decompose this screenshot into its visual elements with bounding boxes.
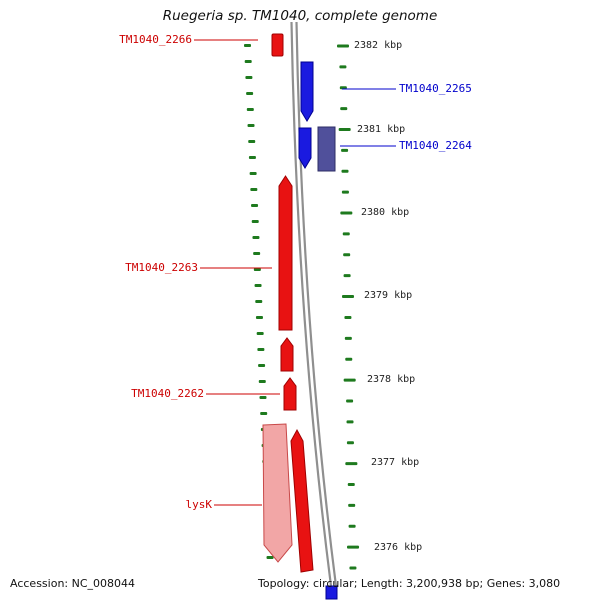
ruler-tick	[346, 441, 354, 445]
gene-red-segment[interactable]	[280, 337, 294, 372]
ruler-tick	[244, 44, 251, 47]
ruler-tick	[347, 545, 360, 549]
ruler-tick	[260, 412, 268, 415]
ruler-tick	[256, 332, 264, 335]
ruler-tick	[255, 316, 263, 319]
ruler-tick	[346, 399, 354, 403]
gene-glyphs	[262, 33, 338, 600]
ruler-tick	[347, 482, 355, 486]
accession-text: Accession: NC_008044	[10, 577, 136, 590]
ruler-tick	[338, 128, 351, 132]
ruler-tick	[340, 211, 353, 215]
gene-label-tm1040-2264[interactable]: TM1040_2264	[399, 139, 472, 152]
ruler-tick	[249, 172, 257, 175]
leader-lines	[194, 39, 396, 506]
gene-label-tm1040-2266[interactable]: TM1040_2266	[119, 33, 192, 46]
ruler-tick	[341, 169, 349, 173]
ruler-tick	[342, 232, 350, 236]
gene-label-tm1040-2262[interactable]: TM1040_2262	[131, 387, 204, 400]
backbone-line-left	[290, 21, 333, 587]
gene-tm1040-2265[interactable]	[300, 61, 314, 122]
ruler-tick	[254, 284, 262, 287]
ruler-label-2380: 2380 kbp	[361, 207, 410, 218]
ruler-label-2379: 2379 kbp	[364, 290, 413, 301]
ruler-tick	[246, 92, 254, 95]
ruler-tick	[344, 315, 352, 319]
backbone-line-right	[295, 21, 338, 587]
ruler-tick	[245, 76, 253, 79]
gene-label-tm1040-2263[interactable]: TM1040_2263	[125, 261, 198, 274]
ruler-ticks	[244, 44, 360, 570]
gene-tm1040-2266[interactable]	[271, 33, 284, 57]
ruler-tick	[343, 378, 356, 382]
ruler-tick	[339, 65, 347, 69]
gene-label-lysk[interactable]: lysK	[185, 498, 213, 511]
ruler-tick	[346, 420, 354, 424]
ruler-tick	[247, 124, 255, 127]
ruler-tick	[253, 252, 261, 255]
ruler-tick	[266, 556, 274, 559]
genome-summary-text: Topology: circular; Length: 3,200,938 bp…	[258, 577, 561, 590]
gene-tm1040-2262[interactable]	[283, 377, 297, 411]
ruler-tick	[250, 188, 258, 191]
ruler-label-2377: 2377 kbp	[371, 457, 420, 468]
ruler-label-2382: 2382 kbp	[354, 40, 403, 51]
ruler-tick	[342, 295, 355, 299]
ruler-tick	[343, 274, 351, 278]
ruler-tick	[345, 462, 358, 466]
ruler-tick	[337, 44, 349, 48]
ruler-tick	[348, 524, 356, 528]
ruler-label-2381: 2381 kbp	[357, 124, 406, 135]
ruler-tick	[244, 60, 252, 63]
ruler-tick	[246, 108, 254, 111]
status-bar: Accession: NC_008044 Topology: circular;…	[0, 574, 600, 600]
ruler-tick	[259, 396, 267, 399]
ruler-tick	[255, 300, 263, 303]
gene-tm1040-2263[interactable]	[278, 175, 293, 331]
gene-red-long[interactable]	[290, 428, 314, 573]
ruler-tick	[344, 336, 352, 340]
ruler-tick	[348, 503, 356, 507]
ruler-label-2378: 2378 kbp	[367, 374, 416, 385]
ruler-tick	[341, 148, 349, 152]
ruler-tick	[343, 253, 351, 257]
ruler-tick	[349, 566, 357, 570]
ruler-tick	[258, 364, 266, 367]
ruler-tick	[341, 190, 349, 194]
page-title: Ruegeria sp. TM1040, complete genome	[162, 8, 438, 24]
ruler-tick	[340, 107, 348, 111]
ruler-tick	[248, 140, 256, 143]
ruler-tick	[345, 357, 353, 361]
gene-lysk[interactable]	[262, 423, 293, 563]
ruler-label-2376: 2376 kbp	[374, 542, 423, 553]
gene-label-tm1040-2265[interactable]: TM1040_2265	[399, 82, 472, 95]
ruler-tick	[248, 156, 256, 159]
gene-tm1040-2264[interactable]	[317, 126, 336, 172]
gene-bottom-blue[interactable]	[325, 585, 338, 600]
ruler-tick	[257, 348, 265, 351]
genome-backbone	[290, 21, 338, 587]
ruler-tick	[258, 380, 266, 383]
ruler-tick	[251, 204, 259, 207]
ruler-tick	[253, 268, 261, 271]
ruler-tick	[252, 236, 260, 239]
gene-forward-arrow-2[interactable]	[298, 127, 312, 169]
ruler-tick	[251, 220, 259, 223]
